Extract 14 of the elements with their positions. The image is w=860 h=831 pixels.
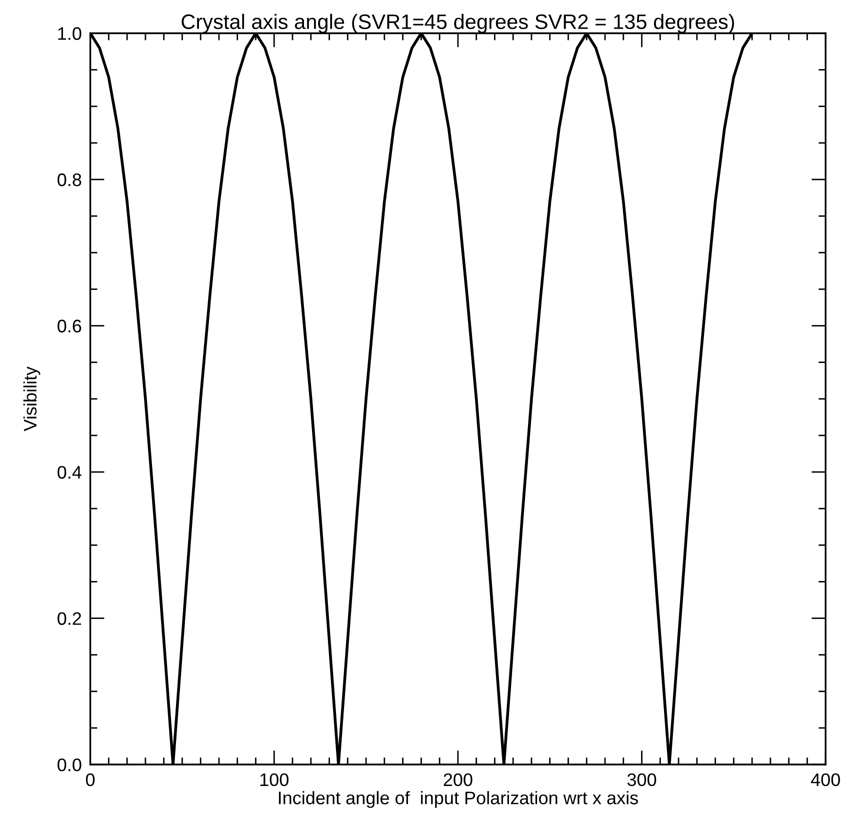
y-tick-label: 0.0: [58, 758, 82, 772]
x-tick-label: 0: [86, 773, 95, 786]
y-tick-label: 0.6: [58, 320, 82, 332]
x-tick-label: 400: [810, 773, 840, 786]
x-tick-label: 100: [260, 773, 288, 786]
y-axis-title: Visibility: [23, 366, 40, 432]
y-tick-label: 0.8: [58, 173, 82, 186]
y-tick-label: 0.2: [58, 612, 82, 625]
x-tick-label: 300: [627, 773, 656, 786]
x-tick-label: 200: [444, 773, 472, 786]
chart-title: Crystal axis angle (SVR1=45 degrees SVR2 = 135 degrees): [182, 14, 734, 34]
y-tick-label: 0.4: [58, 466, 82, 479]
y-tick-label: 1.0: [58, 27, 82, 40]
x-axis-title: Incident angle of input Polarization wrt x axis: [278, 791, 638, 808]
